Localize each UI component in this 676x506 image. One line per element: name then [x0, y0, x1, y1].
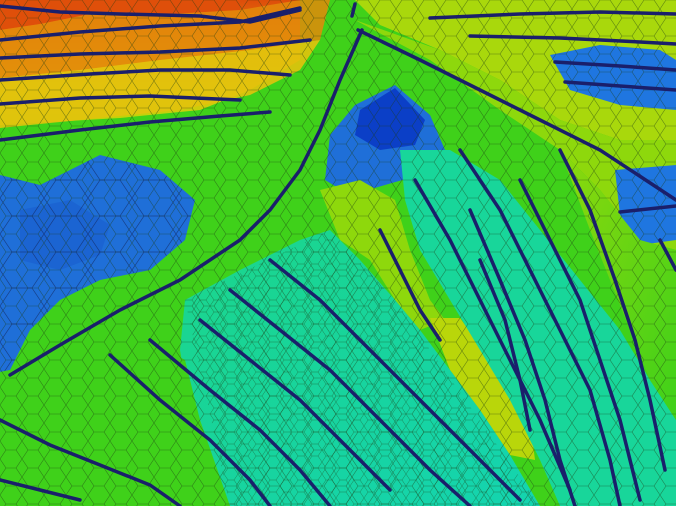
- fracture-line-top-5: [0, 94, 242, 106]
- fracture-line-tr-3: [553, 60, 676, 72]
- fracture-line-fan-12: [0, 418, 182, 506]
- fracture-line-tr-2: [468, 34, 676, 46]
- fracture-line-top-6: [0, 110, 272, 142]
- fracture-line-fan-4: [518, 178, 642, 502]
- fracture-line-top-2: [0, 6, 302, 42]
- fracture-line-tr-1: [428, 10, 676, 20]
- fracture-line-tr-4: [563, 80, 676, 92]
- fracture-line-diag-right: [356, 28, 676, 202]
- fracture-line-top-1: [0, 4, 302, 24]
- fracture-line-fan-11: [108, 353, 272, 506]
- cell-texture-fine: [185, 230, 540, 506]
- fracture-line-fan-10: [148, 338, 332, 506]
- fracture-line-fan-1: [378, 228, 442, 342]
- fracture-line-fan-8: [228, 288, 472, 506]
- fracture-line-top-3: [0, 38, 312, 60]
- fracture-line-right-1: [558, 148, 667, 472]
- fracture-line-fan-6: [478, 258, 532, 432]
- fracture-line-fan-9: [198, 318, 392, 492]
- fracture-line-fan-5: [468, 208, 577, 506]
- fracture-line-diag-main: [8, 28, 364, 377]
- fracture-line-right-2: [618, 204, 676, 214]
- fracture-line-top-4: [0, 68, 292, 82]
- fracture-line-fan-2: [413, 178, 572, 492]
- cell-texture-blue: [0, 155, 195, 372]
- fracture-line-fan-7: [268, 258, 522, 502]
- fracture-line-fan-13: [0, 478, 82, 502]
- fracture-line-fan-3: [458, 148, 622, 506]
- fracture-line-diag-upper: [350, 2, 357, 18]
- fracture-line-right-3: [658, 238, 676, 272]
